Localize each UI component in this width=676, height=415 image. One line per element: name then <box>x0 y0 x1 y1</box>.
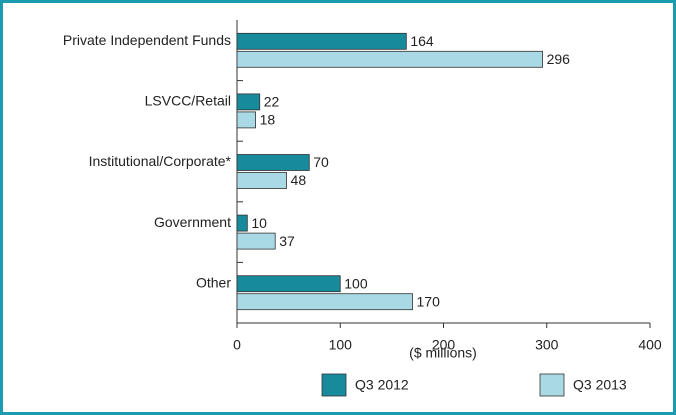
bar <box>236 154 310 171</box>
data-label: 10 <box>251 215 267 231</box>
bar <box>236 232 276 250</box>
bar <box>236 111 256 129</box>
bar <box>236 50 544 68</box>
data-label: 170 <box>417 293 441 309</box>
x-tick-label: 400 <box>638 337 662 353</box>
data-label: 48 <box>291 172 307 188</box>
x-tick-label: 100 <box>329 337 353 353</box>
data-label: 18 <box>260 112 276 128</box>
legend-label: Q3 2012 <box>355 377 409 393</box>
y-tick-label: Government <box>154 214 231 230</box>
data-label: 70 <box>313 154 329 170</box>
y-tick-label: LSVCC/Retail <box>145 93 231 109</box>
legend-swatch <box>539 373 565 397</box>
data-label: 37 <box>279 233 295 249</box>
bar <box>236 93 261 111</box>
bar <box>236 293 413 311</box>
x-tick-label: 200 <box>432 337 456 353</box>
x-tick-label: 0 <box>233 337 241 353</box>
legend-swatch <box>321 373 347 397</box>
bar <box>236 32 407 50</box>
bar <box>236 172 287 189</box>
y-tick-label: Institutional/Corporate* <box>89 153 232 169</box>
data-label: 164 <box>410 33 434 49</box>
x-axis-label: ($ millions) <box>409 345 477 361</box>
bar <box>236 214 248 232</box>
x-tick-label: 300 <box>535 337 559 353</box>
data-label: 100 <box>344 275 368 291</box>
y-tick-label: Private Independent Funds <box>63 32 231 48</box>
data-label: 296 <box>547 51 571 67</box>
y-tick-label: Other <box>196 274 231 290</box>
data-label: 22 <box>264 94 280 110</box>
bar <box>236 275 341 293</box>
legend-label: Q3 2013 <box>573 377 627 393</box>
